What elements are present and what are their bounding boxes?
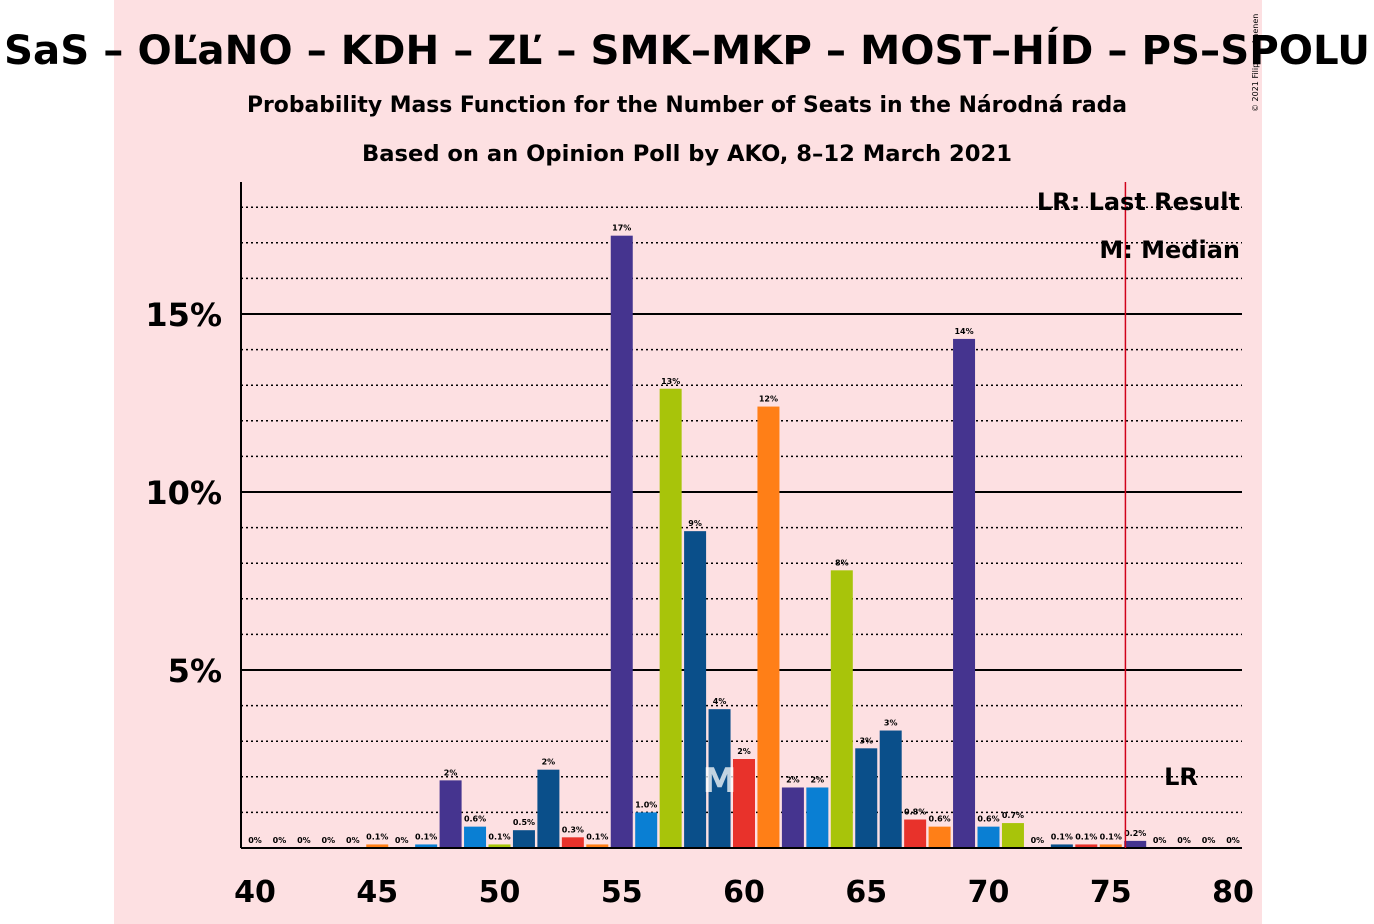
bar: [977, 826, 1000, 848]
data-label: 0.3%: [562, 825, 584, 834]
data-label: 2%: [542, 758, 556, 767]
data-label: 14%: [954, 327, 973, 336]
x-tick-label: 45: [356, 875, 398, 910]
bar: [1124, 840, 1147, 848]
data-label: 12%: [759, 395, 778, 404]
data-label: 2%: [811, 775, 825, 784]
bar: [586, 844, 609, 848]
median-marker: M: [703, 761, 737, 801]
data-label: 0.7%: [1002, 811, 1024, 820]
data-label: 0.1%: [1100, 832, 1122, 841]
data-label: 13%: [661, 377, 680, 386]
data-label: 0.2%: [1124, 829, 1146, 838]
bar: [512, 830, 535, 848]
bar: [879, 730, 902, 848]
data-label: 0%: [322, 836, 336, 845]
x-tick-label: 65: [845, 875, 887, 910]
data-label: 0%: [273, 836, 287, 845]
x-tick-label: 50: [479, 875, 521, 910]
x-tick-labels: 40 45 50 55 60 65 70 75 80: [234, 875, 1254, 910]
data-label: 0%: [248, 836, 262, 845]
bar: [610, 235, 633, 848]
bar: [806, 787, 829, 848]
data-label: 0.6%: [977, 815, 999, 824]
bar: [684, 531, 707, 848]
data-label: 0%: [1226, 836, 1240, 845]
data-label: 0.6%: [929, 815, 951, 824]
data-label: 0.1%: [488, 832, 510, 841]
data-label: 8%: [835, 558, 849, 567]
bar: [733, 759, 755, 848]
data-label: 0%: [1031, 836, 1045, 845]
grid-lines: [241, 206, 1242, 814]
data-label: 2%: [737, 747, 751, 756]
bar: [1099, 844, 1122, 848]
data-label: 0.1%: [586, 832, 608, 841]
chart-subtitle-1: Probability Mass Function for the Number…: [247, 93, 1127, 118]
legend-median: M: Median: [1099, 236, 1240, 264]
data-label: 0.6%: [464, 815, 486, 824]
data-label: 0%: [297, 836, 311, 845]
bar: [439, 780, 462, 848]
bar: [830, 570, 853, 848]
data-label: 0%: [395, 836, 409, 845]
chart-subtitle-2: Based on an Opinion Poll by AKO, 8–12 Ma…: [362, 142, 1012, 167]
data-label: 17%: [612, 224, 631, 233]
data-label: 1.0%: [635, 800, 657, 809]
data-label: 3%: [884, 719, 898, 728]
data-label: 2%: [444, 768, 458, 777]
bar: [561, 837, 584, 848]
bar: [635, 812, 658, 848]
bar: [904, 819, 927, 848]
bar: [537, 769, 560, 848]
bar: [708, 709, 731, 848]
data-label: 0.8%: [904, 808, 926, 817]
data-label: 4%: [713, 697, 727, 706]
bar: [415, 844, 438, 848]
data-label: 9%: [688, 519, 702, 528]
bar: [1001, 823, 1024, 848]
bar: [855, 748, 878, 848]
data-label: 0%: [346, 836, 360, 845]
data-label: 0.1%: [1075, 832, 1097, 841]
bar: [781, 787, 804, 848]
x-tick-label: 60: [723, 875, 765, 910]
x-tick-label: 75: [1090, 875, 1132, 910]
copyright-text: © 2021 Filip van Laenen: [1251, 14, 1260, 112]
bar: [1050, 844, 1073, 848]
y-tick-label: 5%: [168, 652, 222, 690]
data-label: 0%: [1202, 836, 1216, 845]
x-tick-label: 40: [234, 875, 276, 910]
data-label: 3%: [859, 736, 873, 745]
x-tick-label: 55: [601, 875, 643, 910]
data-label: 2%: [786, 775, 800, 784]
y-tick-label: 15%: [145, 296, 222, 334]
bar: [953, 338, 976, 848]
data-label: 0.1%: [366, 832, 388, 841]
data-label: 0.5%: [513, 818, 535, 827]
bar: [659, 388, 682, 848]
data-label: 0%: [1177, 836, 1191, 845]
y-tick-label: 10%: [145, 474, 222, 512]
bars: [366, 235, 1147, 848]
x-tick-label: 80: [1212, 875, 1254, 910]
x-tick-label: 70: [968, 875, 1010, 910]
bar: [366, 844, 389, 848]
bar: [464, 826, 487, 848]
data-label: 0.1%: [415, 832, 437, 841]
bar: [1075, 844, 1098, 848]
lr-marker: LR: [1164, 763, 1198, 791]
chart-title: SaS – OĽaNO – KDH – ZĽ – SMK–MKP – MOST–…: [4, 26, 1370, 74]
bar: [757, 406, 780, 848]
data-labels: 0% 0% 0% 0% 0% 0.1% 0% 0.1%2%0.6%0.1%0.5%2%0.3%…: [248, 224, 1240, 845]
bar: [488, 844, 511, 848]
legend-last-result: LR: Last Result: [1037, 188, 1240, 216]
bar: [928, 826, 951, 848]
data-label: 0.1%: [1051, 832, 1073, 841]
y-tick-labels: 5% 10% 15%: [145, 296, 222, 690]
data-label: 0%: [1153, 836, 1167, 845]
